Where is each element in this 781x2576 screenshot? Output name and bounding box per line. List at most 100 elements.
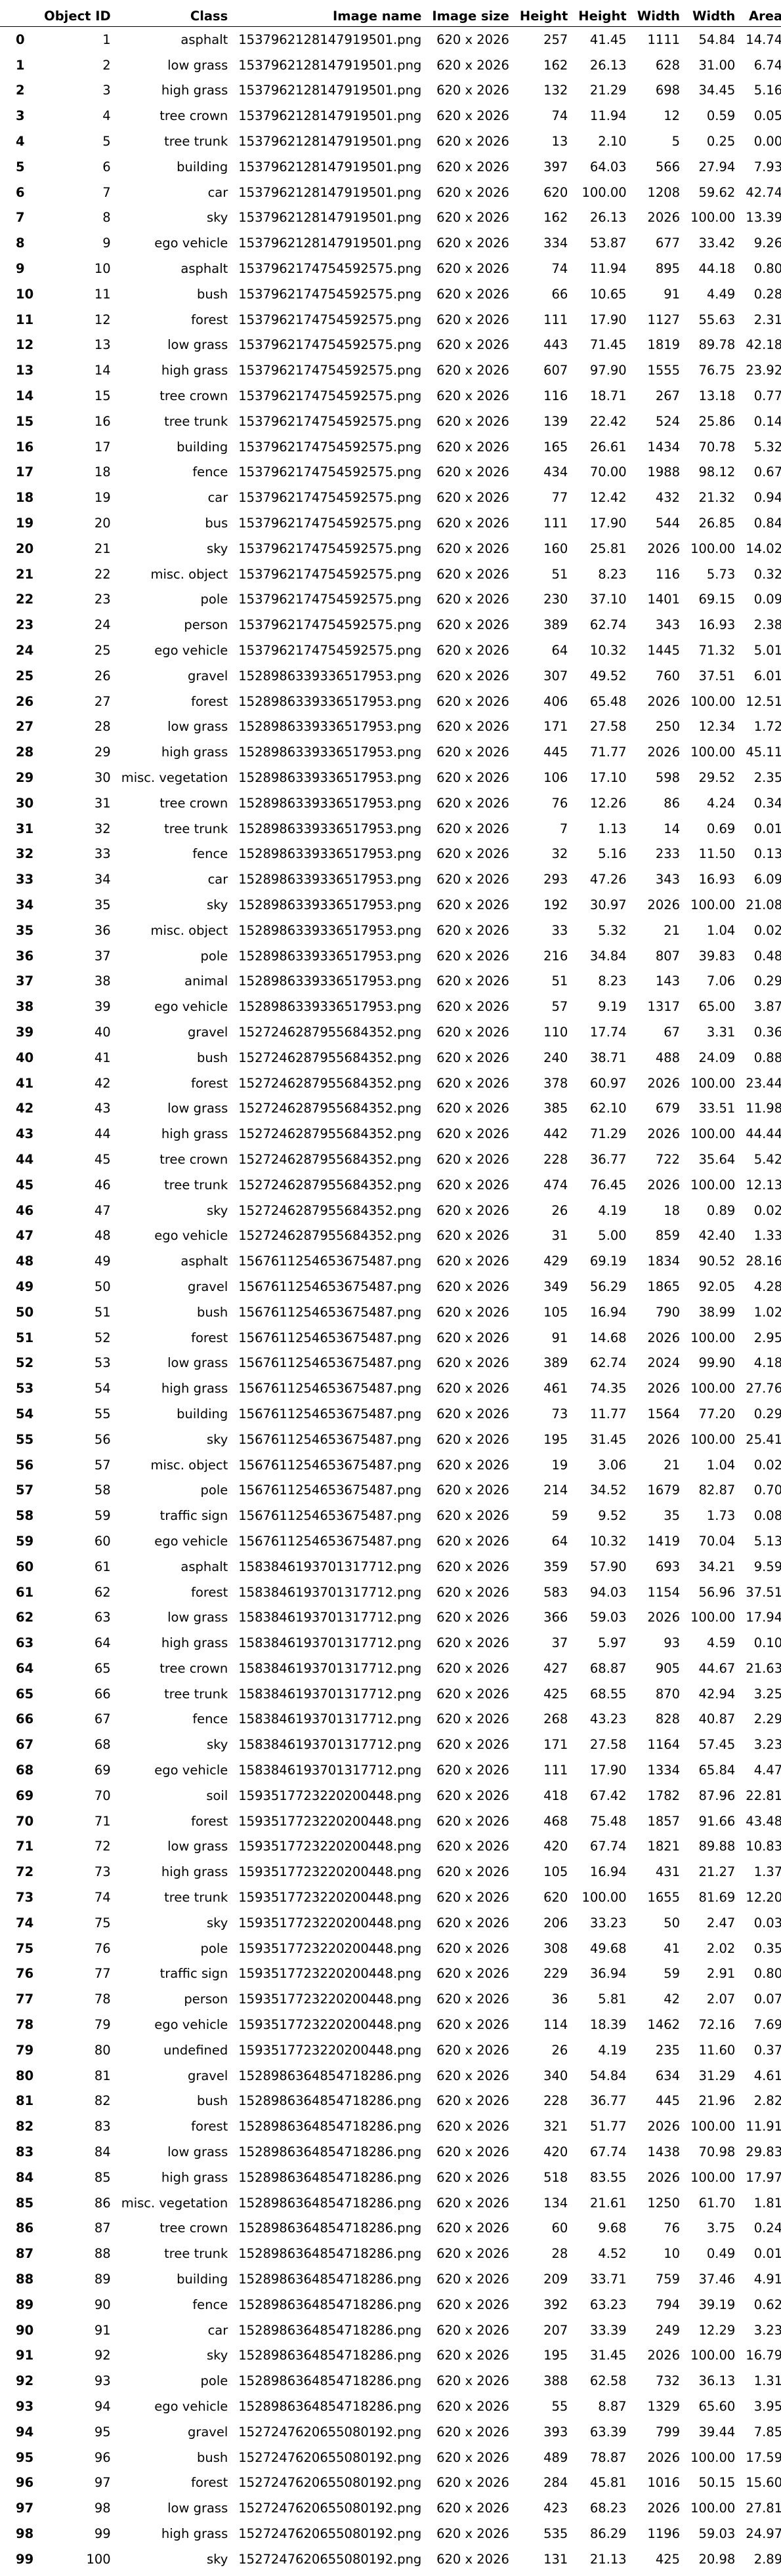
table-cell: misc. object <box>150 566 228 582</box>
table-cell: 56 <box>94 1431 111 1447</box>
table-cell: 1537962128147919501.png <box>238 57 422 73</box>
row-index: 76 <box>16 1966 34 1982</box>
row-index: 33 <box>16 872 34 888</box>
table-cell: 162 <box>543 57 568 73</box>
table-cell: 17.10 <box>589 770 627 785</box>
table-cell: 1821 <box>647 1839 681 1854</box>
table-cell: 10.83 <box>746 1839 781 1854</box>
table-cell: 97.90 <box>589 363 627 378</box>
table-cell: 461 <box>543 1381 568 1397</box>
table-row: 88 89 building 1528986364854718286.png 620 x… <box>0 2266 781 2292</box>
table-cell: 230 <box>543 592 568 607</box>
table-cell: 33 <box>551 922 568 938</box>
table-cell: 10.32 <box>589 643 627 659</box>
table-cell: 895 <box>655 261 681 277</box>
table-cell: 68 <box>94 1737 111 1753</box>
table-cell: 620 x 2026 <box>436 516 509 531</box>
table-cell: 32 <box>94 821 111 836</box>
row-index: 61 <box>16 1584 34 1600</box>
table-cell: 2026 <box>647 2449 681 2465</box>
table-cell: 16.93 <box>698 872 736 888</box>
row-index: 28 <box>16 745 34 760</box>
row-index: 48 <box>16 1254 34 1269</box>
table-cell: 392 <box>543 2297 568 2312</box>
table-cell: sky <box>206 2348 228 2363</box>
table-cell: 1593517723220200448.png <box>238 2042 422 2058</box>
table-cell: 1527246287955684352.png <box>238 1126 422 1142</box>
table-cell: tree crown <box>159 388 228 404</box>
table-cell: 2026 <box>647 2169 681 2185</box>
table-cell: 83 <box>94 2119 111 2135</box>
table-cell: 620 x 2026 <box>436 286 509 302</box>
table-cell: 4.19 <box>598 2042 627 2058</box>
table-cell: 0.01 <box>753 2246 781 2262</box>
table-cell: 5.32 <box>598 922 627 938</box>
table-cell: 21.13 <box>589 2551 627 2567</box>
table-row: 83 84 low grass 1528986364854718286.png 620 … <box>0 2139 781 2165</box>
table-cell: 34.52 <box>589 1482 627 1498</box>
table-cell: 1857 <box>647 1813 681 1829</box>
table-cell: 3.25 <box>753 1686 781 1702</box>
table-cell: 15 <box>94 388 111 404</box>
table-cell: sky <box>206 1202 228 1218</box>
table-cell: 431 <box>655 1864 681 1880</box>
table-row: 65 66 tree trunk 1583846193701317712.png 620… <box>0 1681 781 1707</box>
table-cell: 27.81 <box>746 2501 781 2516</box>
table-cell: 1528986339336517953.png <box>238 795 422 811</box>
table-cell: 31.29 <box>698 2068 736 2083</box>
table-cell: 10 <box>664 2246 681 2262</box>
table-cell: 24.09 <box>698 1050 736 1065</box>
table-cell: bush <box>197 2093 228 2109</box>
table-cell: 620 x 2026 <box>436 2017 509 2033</box>
table-cell: 78 <box>94 1992 111 2007</box>
table-cell: 4.59 <box>706 1635 736 1651</box>
column-header: Object ID <box>39 5 116 27</box>
table-cell: 77 <box>94 1966 111 1982</box>
table-cell: 29.83 <box>746 2144 781 2160</box>
table-cell: 1583846193701317712.png <box>238 1686 422 1702</box>
table-cell: 41.45 <box>589 31 627 47</box>
row-index: 0 <box>16 31 25 47</box>
table-cell: 47 <box>94 1202 111 1218</box>
table-row: 50 51 bush 1567611254653675487.png 620 x 202… <box>0 1299 781 1325</box>
table-cell: tree crown <box>159 2220 228 2236</box>
table-cell: 5.42 <box>753 1151 781 1167</box>
table-cell: 58 <box>94 1482 111 1498</box>
table-cell: low grass <box>167 2501 228 2516</box>
table-row: 87 88 tree trunk 1528986364854718286.png 620… <box>0 2241 781 2266</box>
table-cell: 1567611254653675487.png <box>238 1508 422 1524</box>
row-index: 38 <box>16 999 34 1015</box>
table-cell: 1.72 <box>753 719 781 735</box>
table-cell: 100.00 <box>690 2501 736 2516</box>
table-cell: 620 x 2026 <box>436 1660 509 1676</box>
row-index: 43 <box>16 1126 34 1142</box>
table-cell: 1593517723220200448.png <box>238 2017 422 2033</box>
row-index: 72 <box>16 1864 34 1880</box>
table-cell: 37 <box>94 948 111 964</box>
table-cell: 249 <box>655 2322 681 2338</box>
table-cell: 3.75 <box>706 2220 736 2236</box>
table-cell: 86 <box>94 2195 111 2211</box>
table-cell: 34.84 <box>589 948 627 964</box>
table-cell: 57 <box>551 999 568 1015</box>
table-cell: 3 <box>102 83 111 98</box>
table-cell: 27.58 <box>589 719 627 735</box>
table-cell: 22.81 <box>746 1788 781 1803</box>
table-cell: 620 x 2026 <box>436 566 509 582</box>
table-cell: tree trunk <box>164 1686 228 1702</box>
table-row: 13 14 high grass 1537962174754592575.png 620… <box>0 358 781 383</box>
table-row: 40 41 bush 1527246287955684352.png 620 x 202… <box>0 1045 781 1071</box>
table-cell: sky <box>206 1915 228 1931</box>
table-cell: 57 <box>94 1457 111 1473</box>
table-row: 85 86 misc. vegetation 1528986364854718286.… <box>0 2190 781 2216</box>
table-cell: 0.14 <box>753 413 781 429</box>
table-cell: 131 <box>543 2551 568 2567</box>
table-cell: 21.29 <box>589 83 627 98</box>
table-cell: 620 x 2026 <box>436 2551 509 2567</box>
table-cell: 2026 <box>647 210 681 226</box>
table-cell: bus <box>205 516 228 531</box>
table-cell: 42 <box>664 1992 681 2007</box>
table-cell: 1528986339336517953.png <box>238 897 422 912</box>
table-cell: 8.23 <box>598 973 627 989</box>
row-index: 26 <box>16 693 34 709</box>
